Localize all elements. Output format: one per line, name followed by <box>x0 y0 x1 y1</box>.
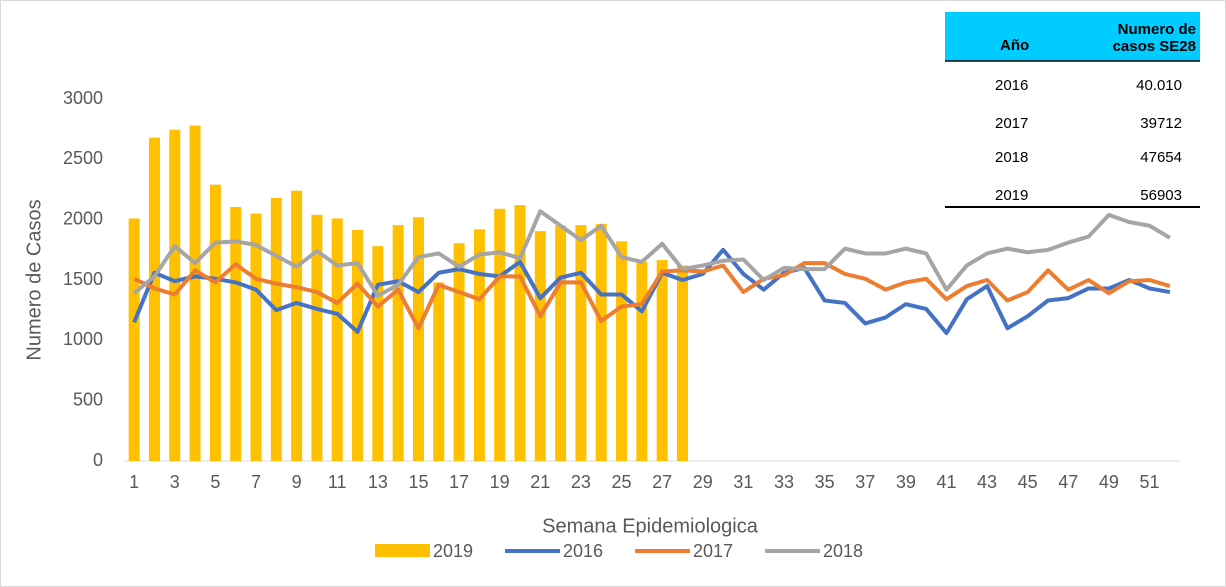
table-cell: 2019 <box>995 187 1028 204</box>
bar <box>595 223 607 461</box>
bar <box>128 218 140 461</box>
legend-label: 2019 <box>433 541 473 561</box>
table-cell: 40.010 <box>1136 77 1182 94</box>
y-tick-label: 1000 <box>63 329 103 349</box>
bar <box>148 137 160 461</box>
bar <box>534 231 546 461</box>
bar <box>616 241 628 461</box>
y-tick-label: 2000 <box>63 208 103 228</box>
table-cell: 2017 <box>995 115 1028 132</box>
x-tick-label: 17 <box>449 472 469 492</box>
x-tick-label: 29 <box>693 472 713 492</box>
x-tick-label: 1 <box>129 472 139 492</box>
bar <box>270 197 282 462</box>
x-tick-label: 35 <box>815 472 835 492</box>
bar <box>230 206 242 461</box>
bar <box>189 125 201 462</box>
bar <box>453 243 465 461</box>
table-header: Numero de casos SE28 <box>1113 21 1196 55</box>
bar <box>291 190 303 461</box>
x-tick-label: 47 <box>1058 472 1078 492</box>
bar <box>392 225 404 461</box>
bar <box>473 229 485 461</box>
x-tick-label: 33 <box>774 472 794 492</box>
x-tick-label: 15 <box>408 472 428 492</box>
table-header: Año <box>1000 37 1029 54</box>
x-tick-label: 31 <box>733 472 753 492</box>
x-tick-label: 11 <box>328 472 347 492</box>
line <box>132 209 1171 298</box>
bar <box>331 218 343 461</box>
y-tick-label: 2500 <box>63 148 103 168</box>
x-tick-label: 13 <box>368 472 388 492</box>
legend-label: 2018 <box>823 541 863 561</box>
table-cell: 2016 <box>995 77 1028 94</box>
x-tick-label: 21 <box>530 472 550 492</box>
table-cell: 56903 <box>1140 187 1182 204</box>
x-tick-label: 39 <box>896 472 916 492</box>
y-tick-label: 0 <box>93 450 103 470</box>
bar <box>494 208 506 461</box>
bar <box>352 229 364 461</box>
bar <box>555 225 567 461</box>
table-cell: 39712 <box>1140 115 1182 132</box>
table-header-bg <box>945 12 1200 61</box>
legend-label: 2017 <box>693 541 733 561</box>
bar <box>636 261 648 461</box>
x-tick-label: 45 <box>1018 472 1038 492</box>
x-tick-label: 19 <box>490 472 510 492</box>
line <box>133 261 1171 331</box>
bar <box>311 214 323 461</box>
table-cell: 47654 <box>1140 149 1182 166</box>
bar <box>514 205 526 461</box>
x-tick-label: 43 <box>977 472 997 492</box>
table-cell: 2018 <box>995 149 1028 166</box>
x-tick-label: 7 <box>251 472 261 492</box>
bar <box>676 265 688 461</box>
bar <box>433 282 445 461</box>
x-tick-label: 5 <box>210 472 220 492</box>
x-tick-label: 23 <box>571 472 591 492</box>
x-tick-label: 41 <box>936 472 956 492</box>
y-tick-label: 500 <box>73 389 103 409</box>
x-axis-title: Semana Epidemiologica <box>542 515 759 537</box>
x-tick-label: 49 <box>1099 472 1119 492</box>
y-axis-title: Numero de Casos <box>23 199 45 360</box>
bar <box>372 246 384 461</box>
y-tick-label: 3000 <box>63 88 103 108</box>
line <box>132 247 1171 336</box>
bar <box>575 225 587 461</box>
x-tick-label: 51 <box>1140 472 1160 492</box>
x-tick-label: 3 <box>170 472 180 492</box>
legend-label: 2016 <box>563 541 603 561</box>
x-tick-label: 27 <box>652 472 672 492</box>
bar <box>209 184 221 461</box>
bar <box>250 213 262 461</box>
x-tick-label: 37 <box>855 472 875 492</box>
y-tick-label: 1500 <box>63 269 103 289</box>
bar <box>656 260 668 461</box>
bar <box>412 217 424 461</box>
legend-swatch <box>375 544 430 557</box>
x-tick-label: 9 <box>292 472 302 492</box>
x-tick-label: 25 <box>612 472 632 492</box>
